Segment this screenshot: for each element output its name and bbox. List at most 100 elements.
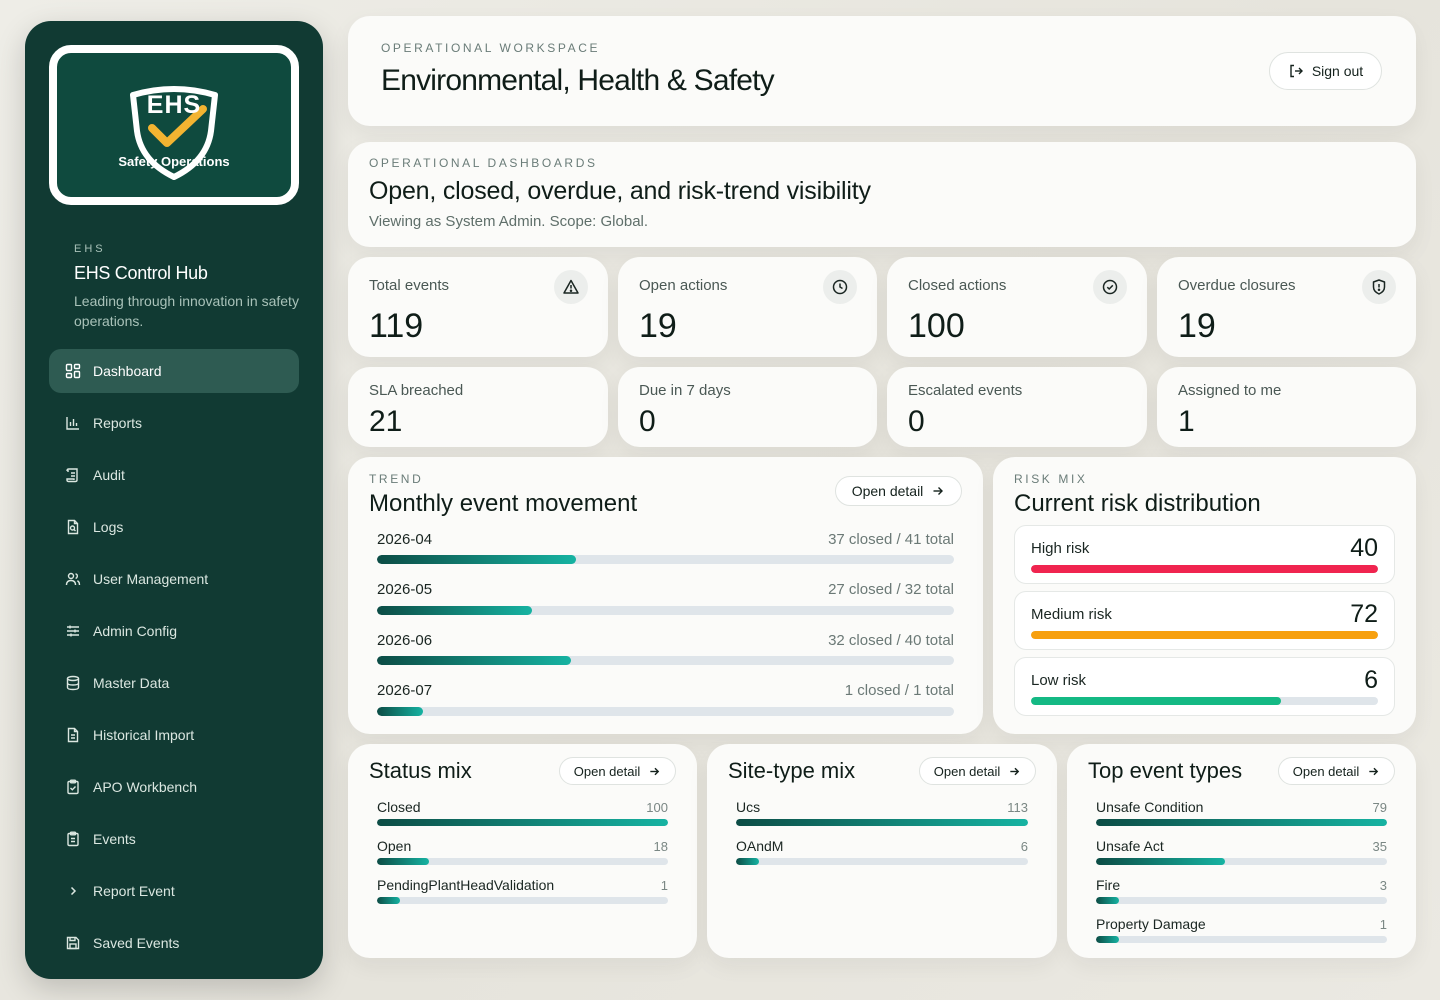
dashboard-icon [65,363,81,379]
sidebar-item-logs[interactable]: Logs [49,505,299,549]
mix-value: 1 [1379,917,1387,932]
trend-caption: 32 closed / 40 total [828,632,954,649]
sidebar: EHS Safety Operations EHS EHS Control Hu… [25,21,323,979]
trend-bar [377,555,954,564]
sidebar-overline: EHS [74,243,106,255]
mix-bar [1096,858,1387,865]
trend-month: 2026-05 [377,581,433,598]
stat-label: Closed actions [908,277,1007,294]
sidebar-item-master-data[interactable]: Master Data [49,661,299,705]
scroll-icon [65,467,81,483]
sign-out-button[interactable]: Sign out [1269,52,1382,90]
sidebar-item-reports[interactable]: Reports [49,401,299,445]
risk-item-medium[interactable]: Medium risk 72 [1014,591,1395,650]
open-detail-label: Open detail [851,483,924,499]
dashboard-title: Open, closed, overdue, and risk-trend vi… [369,177,871,205]
page-title: Environmental, Health & Safety [381,64,775,97]
site-type-mix-panel: Site-type mix Open detail Ucs 113 OAndM … [707,744,1057,958]
sidebar-title: EHS Control Hub [74,263,208,283]
mix-label: Unsafe Condition [1096,799,1204,815]
mix-value: 18 [653,839,668,854]
sidebar-item-report-event[interactable]: Report Event [49,869,299,913]
mix-label: Open [377,838,412,854]
mix-bar-fill [1096,858,1225,865]
stat-card-overdue-closures[interactable]: Overdue closures 19 [1157,257,1416,357]
mix-bar-fill [1096,936,1120,943]
stat-card-sla-breached[interactable]: SLA breached 21 [348,367,608,447]
event-types-open-detail-button[interactable]: Open detail [1278,757,1395,785]
sidebar-item-admin-config[interactable]: Admin Config [49,609,299,653]
sidebar-item-apo-workbench[interactable]: APO Workbench [49,765,299,809]
sidebar-item-label: Reports [93,415,143,431]
dashboard-intro: OPERATIONAL DASHBOARDS Open, closed, ove… [348,142,1416,247]
mix-value: 1 [660,878,668,893]
sidebar-item-events[interactable]: Events [49,817,299,861]
trend-open-detail-button[interactable]: Open detail [835,476,962,506]
risk-value: 6 [1364,666,1378,694]
arrow-right-icon [1369,767,1379,775]
users-icon [65,571,81,587]
risk-value: 40 [1350,534,1378,562]
sidebar-item-historical-import[interactable]: Historical Import [49,713,299,757]
stat-value: 21 [369,405,403,438]
sidebar-item-label: Admin Config [93,623,178,639]
sidebar-item-label: Saved Events [93,935,180,951]
stat-value: 119 [369,307,424,345]
stat-label: Total events [369,277,450,294]
risk-item-low[interactable]: Low risk 6 [1014,657,1395,716]
logo-subtitle: Safety Operations [118,154,230,169]
status-mix-open-detail-button[interactable]: Open detail [559,757,676,785]
risk-bar [1031,565,1378,573]
sidebar-item-label: Events [93,831,136,847]
risk-value: 72 [1350,600,1378,628]
trend-month: 2026-06 [377,632,433,649]
trend-overline: TREND [369,472,424,486]
workspace-header: OPERATIONAL WORKSPACE Environmental, Hea… [348,16,1416,126]
stat-value: 0 [639,405,656,438]
mix-label: Property Damage [1096,916,1206,932]
site-mix-open-detail-button[interactable]: Open detail [919,757,1036,785]
trend-caption: 1 closed / 1 total [844,682,954,699]
stat-card-closed-actions[interactable]: Closed actions 100 [887,257,1147,357]
sign-out-label: Sign out [1311,63,1364,79]
stat-label: Escalated events [908,382,1023,399]
save-icon [65,935,81,951]
mix-bar [377,858,668,865]
arrow-right-icon [650,767,660,775]
sidebar-item-dashboard[interactable]: Dashboard [49,349,299,393]
file-search-icon [65,519,81,535]
trend-bar-fill [377,656,571,665]
sidebar-item-label: Audit [93,467,125,483]
trend-title: Monthly event movement [369,490,638,517]
stat-card-assigned-to-me[interactable]: Assigned to me 1 [1157,367,1416,447]
stat-card-escalated-events[interactable]: Escalated events 0 [887,367,1147,447]
mix-bar [1096,897,1387,904]
trend-month: 2026-07 [377,682,433,699]
sidebar-item-user-management[interactable]: User Management [49,557,299,601]
risk-label: High risk [1031,540,1090,557]
sidebar-item-label: Report Event [93,883,175,899]
mix-bar-fill [377,858,430,865]
stat-card-total-events[interactable]: Total events 119 [348,257,608,357]
dashboard-scope: Viewing as System Admin. Scope: Global. [369,213,649,230]
warning-triangle-icon [554,270,588,304]
chevron-right-icon [65,883,81,899]
risk-title: Current risk distribution [1014,490,1261,517]
sidebar-item-audit[interactable]: Audit [49,453,299,497]
sliders-icon [65,623,81,639]
stat-card-open-actions[interactable]: Open actions 19 [618,257,877,357]
stat-card-due-in-7-days[interactable]: Due in 7 days 0 [618,367,877,447]
sidebar-item-saved-events[interactable]: Saved Events [49,921,299,965]
trend-month: 2026-04 [377,531,433,548]
mix-label: Closed [377,799,421,815]
risk-item-high[interactable]: High risk 40 [1014,525,1395,584]
mix-bar [1096,819,1387,826]
mix-value: 113 [1007,800,1028,815]
mix-bar [1096,936,1387,943]
open-detail-label: Open detail [1292,763,1360,779]
event-types-panel: Top event types Open detail Unsafe Condi… [1067,744,1416,958]
event-types-title: Top event types [1088,758,1243,783]
mix-bar [377,819,668,826]
sidebar-item-label: User Management [93,571,209,587]
stat-label: Overdue closures [1178,277,1296,294]
